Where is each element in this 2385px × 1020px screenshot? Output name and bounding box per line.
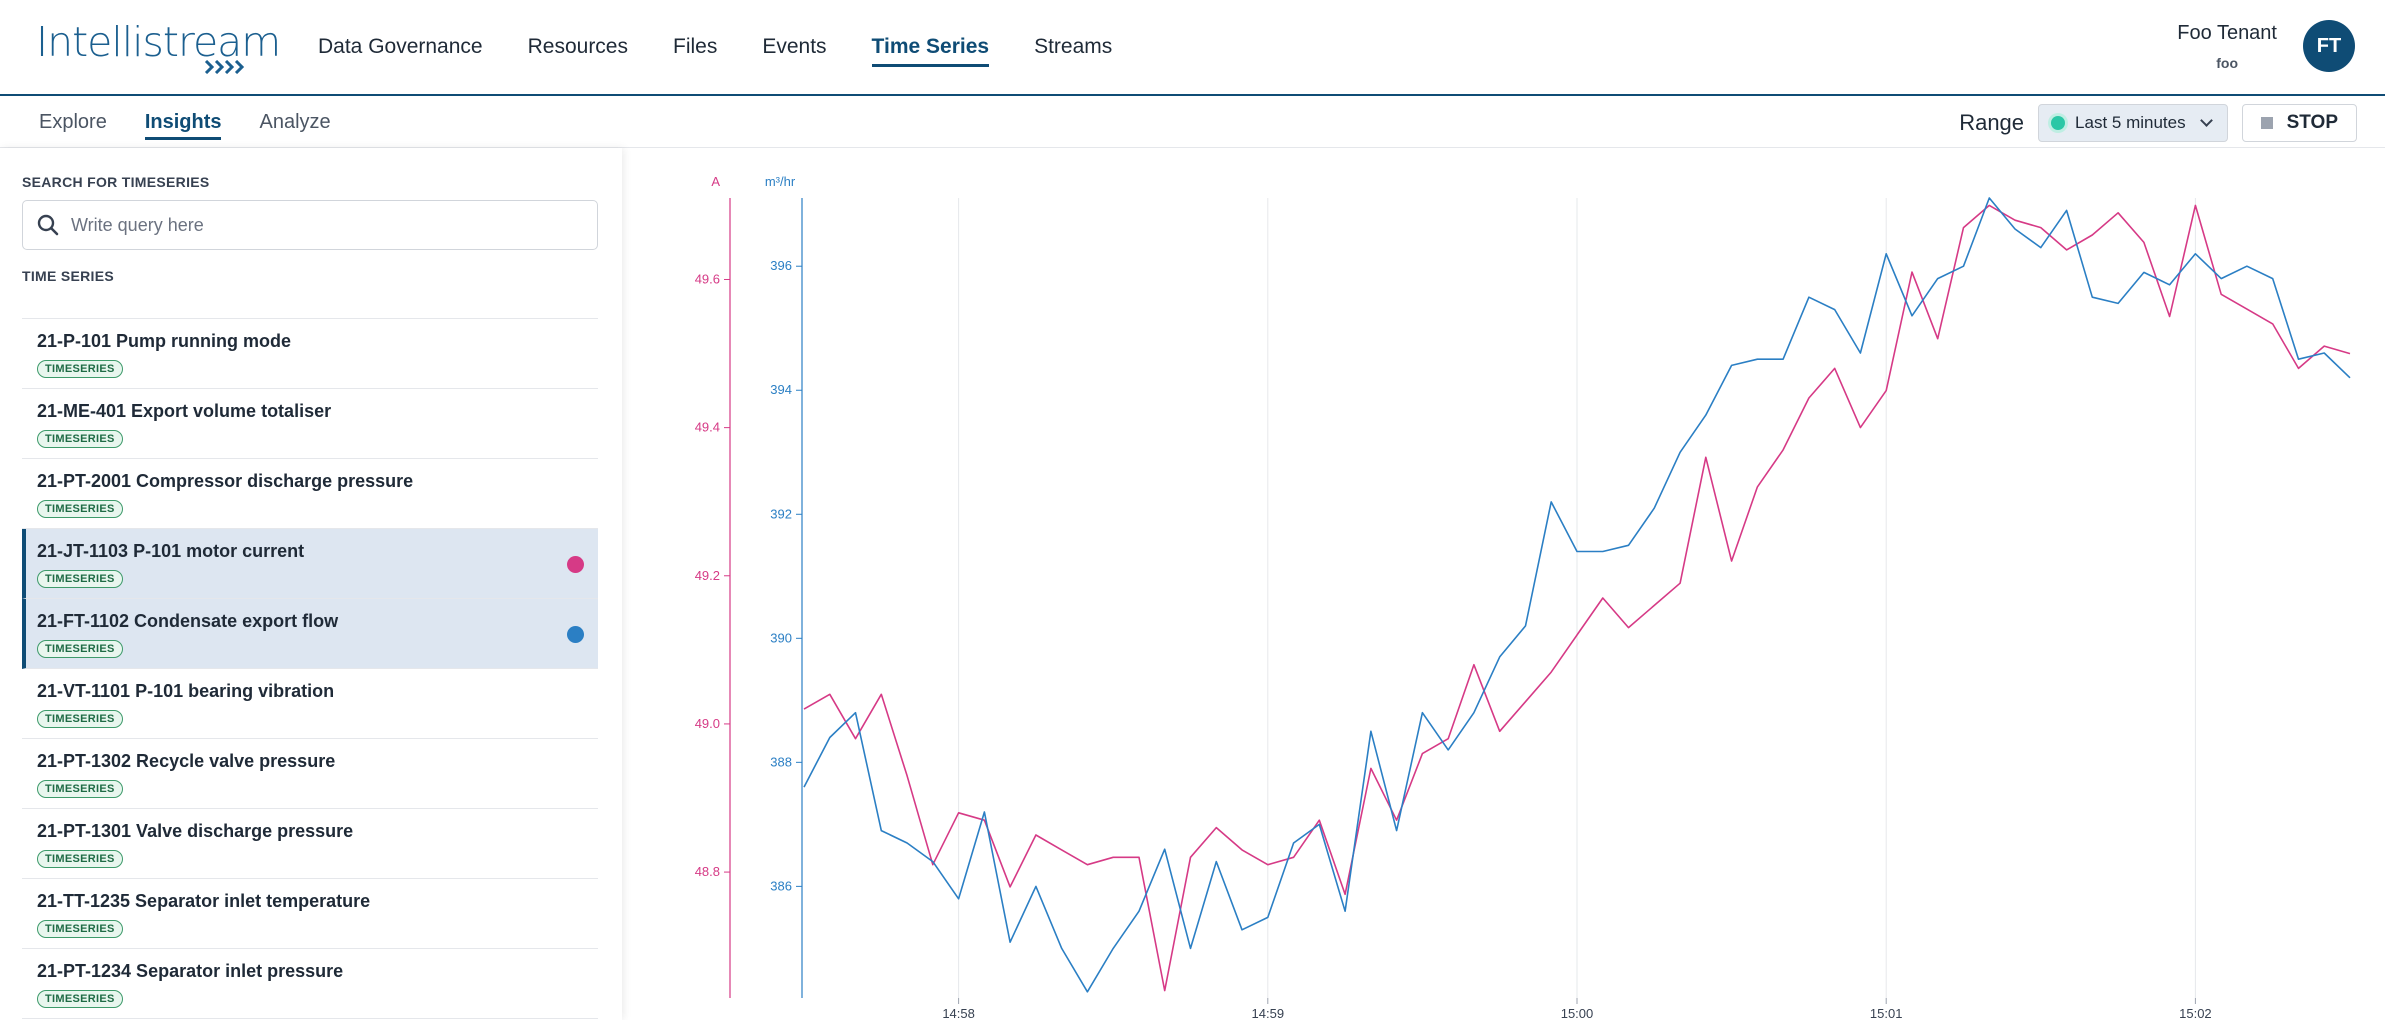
y-tick-label: 49.0 bbox=[695, 716, 720, 731]
timeseries-name: 21-ME-401 Export volume totaliser bbox=[37, 401, 332, 421]
timeseries-badge: TIMESERIES bbox=[37, 500, 123, 518]
timeseries-name: 21-PT-1302 Recycle valve pressure bbox=[37, 751, 336, 771]
y-tick-label: 388 bbox=[770, 754, 792, 769]
x-tick-label: 15:01 bbox=[1870, 1006, 1903, 1020]
series-line-export-flow bbox=[803, 197, 2351, 993]
logo-text: Intellistream bbox=[36, 18, 281, 66]
timeseries-name: 21-VT-1101 P-101 bearing vibration bbox=[37, 681, 335, 701]
nav-item-resources[interactable]: Resources bbox=[527, 35, 628, 58]
timeseries-badge: TIMESERIES bbox=[37, 780, 123, 798]
list-item[interactable]: 21-PT-1234 Separator inlet pressure TIME… bbox=[22, 949, 598, 1019]
list-item[interactable]: 21-ME-401 Export volume totaliser TIMESE… bbox=[22, 389, 598, 459]
y-tick-label: 394 bbox=[770, 382, 792, 397]
series-color-dot-icon bbox=[567, 556, 584, 573]
timeseries-section-title: TIME SERIES bbox=[22, 268, 114, 284]
search-input[interactable] bbox=[71, 214, 571, 236]
timeseries-name: 21-PT-1301 Valve discharge pressure bbox=[37, 821, 354, 841]
timeseries-badge: TIMESERIES bbox=[37, 360, 123, 378]
list-item-selected[interactable]: 21-JT-1103 P-101 motor current TIMESERIE… bbox=[22, 529, 598, 599]
app-logo[interactable]: Intellistream bbox=[36, 18, 281, 76]
y-tick-label: 49.6 bbox=[695, 271, 720, 286]
timeseries-name: 21-PT-1234 Separator inlet pressure bbox=[37, 961, 344, 981]
range-label: Range bbox=[1959, 110, 2025, 135]
search-section-title: SEARCH FOR TIMESERIES bbox=[22, 174, 210, 190]
avatar[interactable]: FT bbox=[2303, 20, 2355, 72]
x-tick-label: 14:59 bbox=[1252, 1006, 1285, 1020]
user-names: Foo Tenant foo bbox=[2177, 22, 2277, 71]
list-item[interactable]: 21-VT-1101 P-101 bearing vibration TIMES… bbox=[22, 669, 598, 739]
timeseries-badge: TIMESERIES bbox=[37, 920, 123, 938]
timeseries-name: 21-P-101 Pump running mode bbox=[37, 331, 292, 351]
range-controls: Range Last 5 minutes STOP bbox=[1959, 104, 2357, 142]
range-value: Last 5 minutes bbox=[2075, 113, 2186, 132]
main-nav: Data Governance Resources Files Events T… bbox=[318, 0, 1112, 94]
timeseries-badge: TIMESERIES bbox=[37, 570, 123, 588]
tab-insights[interactable]: Insights bbox=[144, 105, 221, 140]
top-header: Intellistream Data Governance Resources … bbox=[0, 0, 2385, 96]
y-axis-unit-label: A bbox=[711, 174, 720, 189]
list-item[interactable]: 21-P-101 Pump running mode TIMESERIES bbox=[22, 319, 598, 389]
series-line-motor-current bbox=[803, 204, 2351, 992]
subnav-tabs: Explore Insights Analyze bbox=[39, 96, 331, 148]
timeseries-name: 21-FT-1102 Condensate export flow bbox=[37, 611, 339, 631]
list-item-selected[interactable]: 21-FT-1102 Condensate export flow TIMESE… bbox=[22, 599, 598, 669]
stop-icon bbox=[2260, 117, 2273, 129]
timeseries-badge: TIMESERIES bbox=[37, 640, 123, 658]
y-tick-label: 48.8 bbox=[695, 864, 720, 879]
list-item[interactable]: 21-PT-1302 Recycle valve pressure TIMESE… bbox=[22, 739, 598, 809]
timeseries-badge: TIMESERIES bbox=[37, 990, 123, 1008]
list-item[interactable]: 21-PT-1301 Valve discharge pressure TIME… bbox=[22, 809, 598, 879]
timeseries-name: 21-JT-1103 P-101 motor current bbox=[37, 541, 305, 561]
range-select[interactable]: Last 5 minutes bbox=[2038, 104, 2228, 142]
timeseries-chart[interactable]: 14:58 14:59 15:00 15:01 15:02 A 48.8 49.0 49.2 49… bbox=[622, 148, 2385, 1020]
timeseries-sidebar: SEARCH FOR TIMESERIES TIME SERIES 21-P-1… bbox=[0, 148, 622, 1020]
search-box bbox=[22, 200, 598, 250]
user-name: Foo Tenant bbox=[2177, 21, 2277, 44]
chart-svg: 14:58 14:59 15:00 15:01 15:02 A 48.8 49.0 49.2 49… bbox=[695, 174, 2351, 1020]
logo-arrows-icon bbox=[204, 60, 248, 74]
x-tick-label: 15:02 bbox=[2179, 1006, 2212, 1020]
nav-item-time-series[interactable]: Time Series bbox=[871, 27, 989, 67]
list-item[interactable]: 21-TT-1235 Separator inlet temperature T… bbox=[22, 879, 598, 949]
y-tick-label: 390 bbox=[770, 630, 792, 645]
list-item[interactable]: 21-PT-2001 Compressor discharge pressure… bbox=[22, 459, 598, 529]
x-tick-label: 15:00 bbox=[1561, 1006, 1594, 1020]
tab-analyze[interactable]: Analyze bbox=[259, 110, 331, 133]
x-tick-label: 14:58 bbox=[942, 1006, 975, 1020]
series-color-dot-icon bbox=[567, 626, 584, 643]
timeseries-badge: TIMESERIES bbox=[37, 430, 123, 448]
timeseries-list: 21-P-101 Pump running mode TIMESERIES 21… bbox=[22, 318, 598, 1019]
y-tick-label: 396 bbox=[770, 258, 792, 273]
timeseries-badge: TIMESERIES bbox=[37, 850, 123, 868]
nav-item-events[interactable]: Events bbox=[762, 35, 827, 58]
sub-header: Explore Insights Analyze Range Last 5 mi… bbox=[0, 96, 2385, 148]
nav-item-files[interactable]: Files bbox=[673, 35, 718, 58]
search-icon bbox=[37, 214, 59, 236]
stop-label: STOP bbox=[2286, 112, 2338, 133]
user-menu[interactable]: Foo Tenant foo FT bbox=[2177, 20, 2355, 72]
y-tick-label: 392 bbox=[770, 506, 792, 521]
user-tenant: foo bbox=[2216, 54, 2239, 71]
timeseries-name: 21-PT-2001 Compressor discharge pressure bbox=[37, 471, 414, 491]
timeseries-badge: TIMESERIES bbox=[37, 710, 123, 728]
nav-item-streams[interactable]: Streams bbox=[1034, 35, 1113, 58]
stop-button[interactable]: STOP bbox=[2241, 104, 2357, 142]
y-tick-label: 49.2 bbox=[695, 568, 720, 583]
y-tick-label: 49.4 bbox=[695, 420, 720, 435]
timeseries-name: 21-TT-1235 Separator inlet temperature bbox=[37, 891, 371, 911]
y-tick-label: 386 bbox=[770, 878, 792, 893]
y-axis-unit-label: m³/hr bbox=[765, 174, 796, 189]
nav-item-data-governance[interactable]: Data Governance bbox=[318, 35, 483, 58]
chevron-down-icon bbox=[2199, 114, 2213, 127]
tab-explore[interactable]: Explore bbox=[39, 110, 107, 133]
live-indicator-icon bbox=[2051, 116, 2066, 130]
